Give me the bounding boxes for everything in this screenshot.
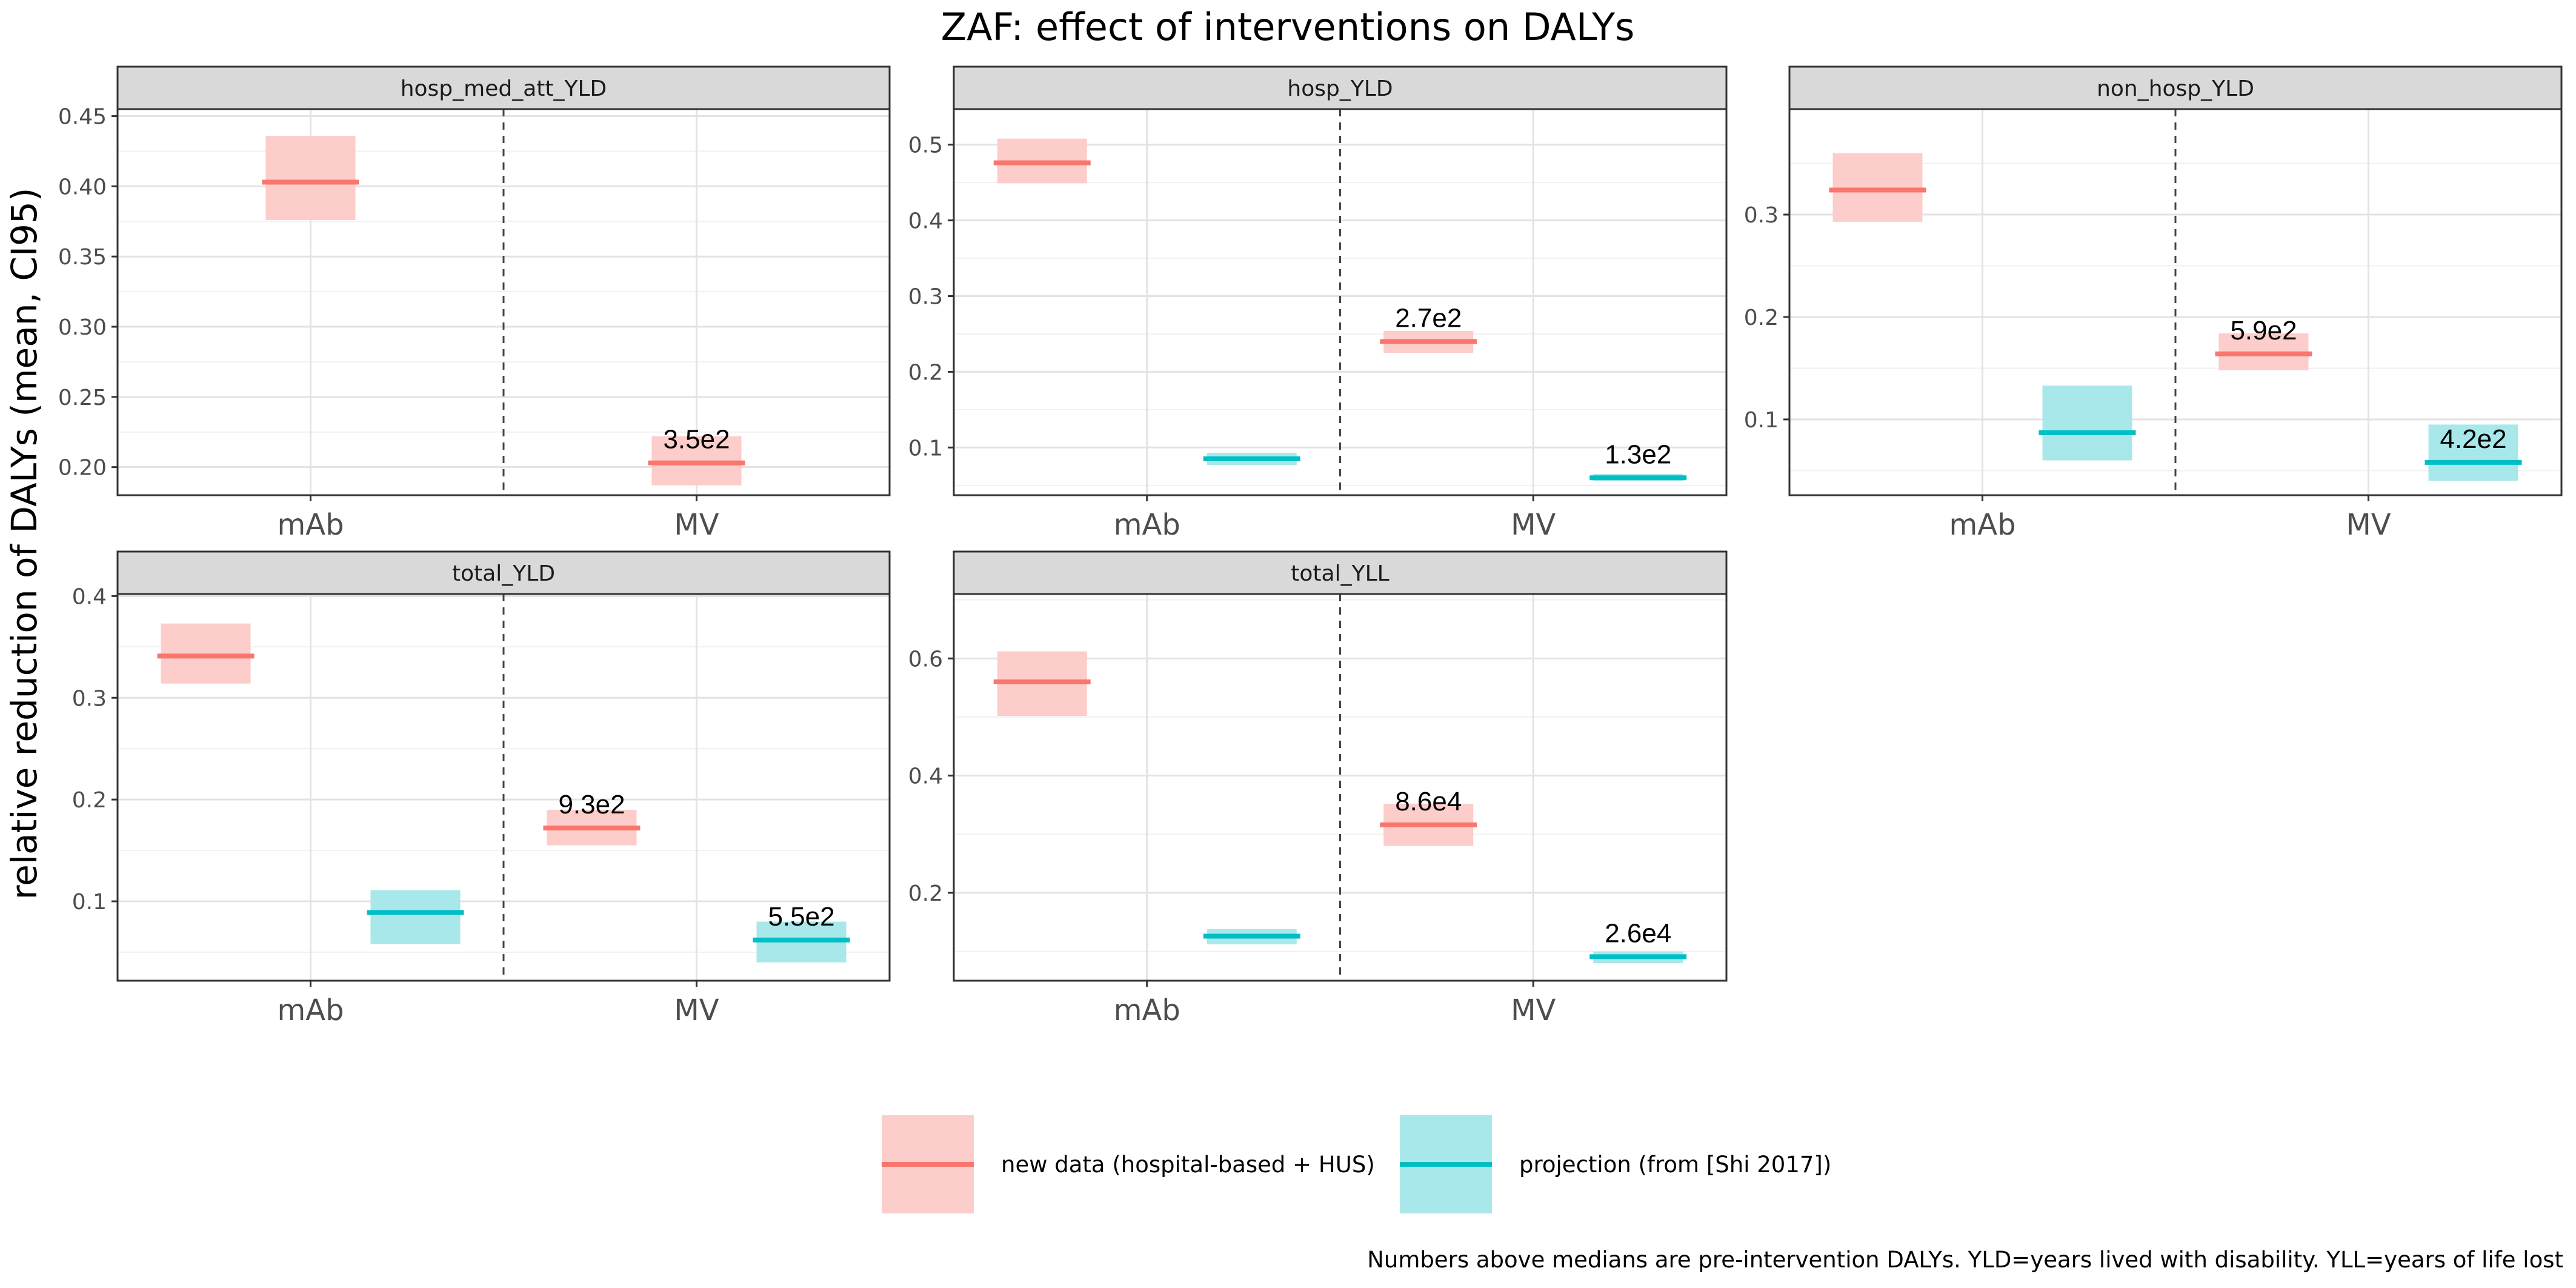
dalys-label: 3.5e2 bbox=[663, 425, 730, 455]
dalys-label: 4.2e2 bbox=[2440, 424, 2506, 454]
y-tick-label: 0.1 bbox=[1744, 408, 1779, 433]
y-tick-label: 0.3 bbox=[1744, 203, 1779, 228]
crossbar-mab-projection-ci-band bbox=[370, 890, 461, 944]
y-tick-label: 0.2 bbox=[72, 788, 107, 813]
y-tick-label: 0.5 bbox=[908, 133, 943, 158]
y-tick-label: 0.25 bbox=[58, 385, 107, 410]
panel-total-yld: 0.1 0.2 0.3 0.4 mAb MV 9.3e2 5.5e2 total_YLD bbox=[72, 550, 891, 1027]
facet-strip bbox=[116, 550, 891, 595]
facet-strip bbox=[116, 65, 891, 110]
dalys-label: 5.9e2 bbox=[2230, 316, 2297, 345]
y-tick-label: 0.35 bbox=[58, 245, 107, 270]
panel-hosp-yld: 0.1 0.2 0.3 0.4 0.5 mAb MV 2.7e2 1.3e2 hosp_YLD bbox=[908, 65, 1728, 542]
crossbar-mv-projection-ci-band bbox=[2428, 424, 2518, 481]
dalys-label: 2.6e4 bbox=[1605, 918, 1671, 948]
dalys-label: 9.3e2 bbox=[558, 790, 625, 819]
y-tick-label: 0.20 bbox=[58, 456, 107, 481]
crossbar-mab-projection-ci-band bbox=[2042, 385, 2132, 461]
panel-hosp-med-att-yld: 0.20 0.25 0.30 0.35 0.40 0.45 mAb MV 3.5e2 hosp_m… bbox=[58, 65, 891, 542]
crossbar-mab-new-data-ci-band bbox=[265, 136, 356, 220]
panel-non-hosp-yld: 0.1 0.2 0.3 mAb MV 5.9e2 4.2e2 non_hosp_YLD bbox=[1744, 65, 2563, 542]
y-tick-label: 0.2 bbox=[908, 881, 943, 906]
y-tick-label: 0.3 bbox=[908, 285, 943, 310]
y-tick-label: 0.6 bbox=[908, 647, 943, 672]
legend-label: new data (hospital-based + HUS) bbox=[1001, 1152, 1375, 1178]
x-tick-label: mAb bbox=[1949, 508, 2015, 542]
caption: Numbers above medians are pre-interventi… bbox=[1367, 1247, 2563, 1273]
facet-strip-label: total_YLD bbox=[452, 561, 555, 586]
y-tick-label: 0.30 bbox=[58, 315, 107, 340]
y-tick-label: 0.2 bbox=[908, 360, 943, 385]
y-tick-label: 0.40 bbox=[58, 175, 107, 199]
crossbar-mab-new-data-ci-band bbox=[161, 623, 251, 684]
facet-strip-label: hosp_med_att_YLD bbox=[401, 76, 607, 101]
y-tick-label: 0.3 bbox=[72, 686, 107, 711]
x-tick-label: MV bbox=[1511, 508, 1556, 542]
x-tick-label: mAb bbox=[277, 993, 344, 1027]
dalys-label: 8.6e4 bbox=[1395, 787, 1462, 816]
x-tick-label: mAb bbox=[1114, 993, 1180, 1027]
dalys-label: 1.3e2 bbox=[1605, 439, 1671, 469]
facet-strip-label: non_hosp_YLD bbox=[2097, 76, 2254, 101]
legend-label: projection (from [Shi 2017]) bbox=[1519, 1152, 1831, 1178]
crossbar-mab-new-data-ci-band bbox=[1832, 153, 1923, 222]
y-tick-label: 0.45 bbox=[58, 105, 107, 130]
facet-strip bbox=[953, 65, 1728, 110]
legend: new data (hospital-based + HUS) projectio… bbox=[882, 1115, 1831, 1213]
y-tick-label: 0.4 bbox=[72, 584, 107, 609]
y-tick-label: 0.2 bbox=[1744, 305, 1779, 330]
facet-strip-label: total_YLL bbox=[1291, 561, 1389, 586]
x-tick-label: MV bbox=[674, 508, 719, 542]
y-axis-label: relative reduction of DALYs (mean, CI95) bbox=[4, 188, 45, 900]
dalys-label: 2.7e2 bbox=[1395, 303, 1462, 333]
x-tick-label: MV bbox=[674, 993, 719, 1027]
legend-item-new-data: new data (hospital-based + HUS) bbox=[882, 1115, 1375, 1213]
y-tick-label: 0.1 bbox=[908, 436, 943, 461]
x-tick-label: MV bbox=[1511, 993, 1556, 1027]
y-tick-label: 0.1 bbox=[72, 890, 107, 915]
y-tick-label: 0.4 bbox=[908, 764, 943, 789]
y-tick-label: 0.4 bbox=[908, 209, 943, 234]
facet-strip bbox=[953, 550, 1728, 595]
dalys-label: 5.5e2 bbox=[768, 902, 834, 932]
facet-strip bbox=[1788, 65, 2563, 110]
legend-item-projection: projection (from [Shi 2017]) bbox=[1400, 1115, 1831, 1213]
x-tick-label: MV bbox=[2346, 508, 2391, 542]
facet-panels: 0.20 0.25 0.30 0.35 0.40 0.45 mAb MV 3.5e2 hosp_m… bbox=[58, 65, 2563, 1027]
chart-title: ZAF: effect of interventions on DALYs bbox=[941, 5, 1635, 49]
facet-strip-label: hosp_YLD bbox=[1287, 76, 1393, 101]
panel-total-yll: 0.2 0.4 0.6 mAb MV 8.6e4 2.6e4 total_YLL bbox=[908, 550, 1728, 1027]
x-tick-label: mAb bbox=[277, 508, 344, 542]
x-tick-label: mAb bbox=[1114, 508, 1180, 542]
